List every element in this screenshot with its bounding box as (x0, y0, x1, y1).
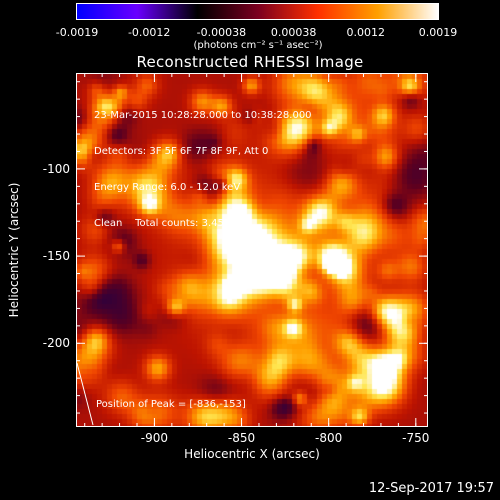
timestamp: 12-Sep-2017 19:57 (368, 481, 494, 496)
peak-position-label: Position of Peak = [-836,-153] (96, 399, 246, 410)
plot-area: 23-Mar-2015 10:28:28.000 to 10:38:28.000… (76, 73, 428, 427)
colorbar (76, 3, 439, 20)
colorbar-tick-label: -0.0019 (55, 26, 99, 39)
rhessi-heatmap (77, 74, 427, 426)
info-line-energy: Energy Range: 6.0 - 12.0 keV (94, 182, 241, 193)
x-tick-label: -900 (140, 431, 169, 445)
colorbar-tick-label: 0.0019 (418, 26, 458, 39)
info-line-counts: Clean Total counts: 3.45E+04 (94, 218, 252, 229)
info-annotation: 23-Mar-2015 10:28:28.000 to 10:38:28.000… (94, 86, 312, 254)
info-line-detectors: Detectors: 3F 5F 6F 7F 8F 9F, Att 0 (94, 146, 269, 157)
colorbar-tick-label: -0.0012 (127, 26, 171, 39)
colorbar-tick-label: -0.00038 (196, 26, 247, 39)
plot-title: Reconstructed RHESSI Image (136, 53, 364, 71)
y-tick-label: -100 (42, 161, 70, 176)
colorbar-units: (photons cm⁻² s⁻¹ asec⁻²) (193, 40, 323, 51)
colorbar-tick-label: 0.0012 (346, 26, 386, 39)
colorbar-gradient (77, 4, 438, 19)
info-line-time: 23-Mar-2015 10:28:28.000 to 10:38:28.000 (94, 110, 312, 121)
colorbar-tick-label: 0.00038 (270, 26, 317, 39)
x-tick-label: -850 (227, 431, 256, 445)
y-tick-label: -200 (42, 336, 70, 351)
x-axis-label: Heliocentric X (arcsec) (184, 447, 320, 461)
x-tick-label: -800 (315, 431, 343, 445)
y-tick-label: -150 (42, 249, 70, 264)
y-axis-label: Heliocentric Y (arcsec) (7, 182, 21, 318)
x-tick-label: -750 (402, 431, 430, 445)
